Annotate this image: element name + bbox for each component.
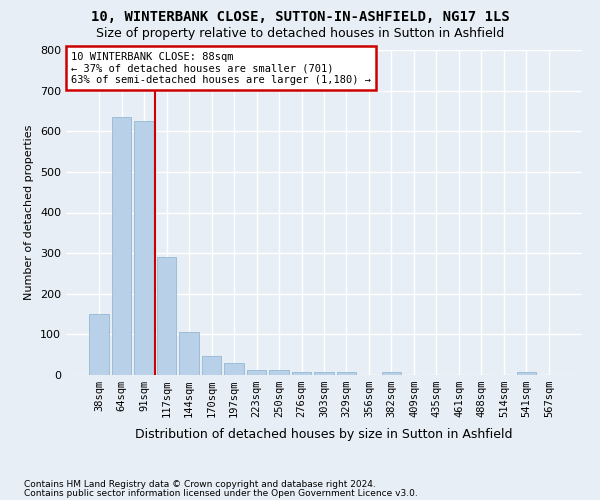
Bar [337, 372, 356, 375]
Bar [202, 356, 221, 375]
Bar [224, 363, 244, 375]
Bar [89, 314, 109, 375]
Bar [269, 370, 289, 375]
Y-axis label: Number of detached properties: Number of detached properties [25, 125, 34, 300]
Text: 10, WINTERBANK CLOSE, SUTTON-IN-ASHFIELD, NG17 1LS: 10, WINTERBANK CLOSE, SUTTON-IN-ASHFIELD… [91, 10, 509, 24]
Text: Contains public sector information licensed under the Open Government Licence v3: Contains public sector information licen… [24, 488, 418, 498]
X-axis label: Distribution of detached houses by size in Sutton in Ashfield: Distribution of detached houses by size … [135, 428, 513, 442]
Text: Size of property relative to detached houses in Sutton in Ashfield: Size of property relative to detached ho… [96, 28, 504, 40]
Bar [292, 372, 311, 375]
Text: 10 WINTERBANK CLOSE: 88sqm
← 37% of detached houses are smaller (701)
63% of sem: 10 WINTERBANK CLOSE: 88sqm ← 37% of deta… [71, 52, 371, 85]
Bar [179, 332, 199, 375]
Bar [314, 372, 334, 375]
Text: Contains HM Land Registry data © Crown copyright and database right 2024.: Contains HM Land Registry data © Crown c… [24, 480, 376, 489]
Bar [157, 257, 176, 375]
Bar [382, 372, 401, 375]
Bar [134, 121, 154, 375]
Bar [112, 117, 131, 375]
Bar [517, 372, 536, 375]
Bar [247, 370, 266, 375]
